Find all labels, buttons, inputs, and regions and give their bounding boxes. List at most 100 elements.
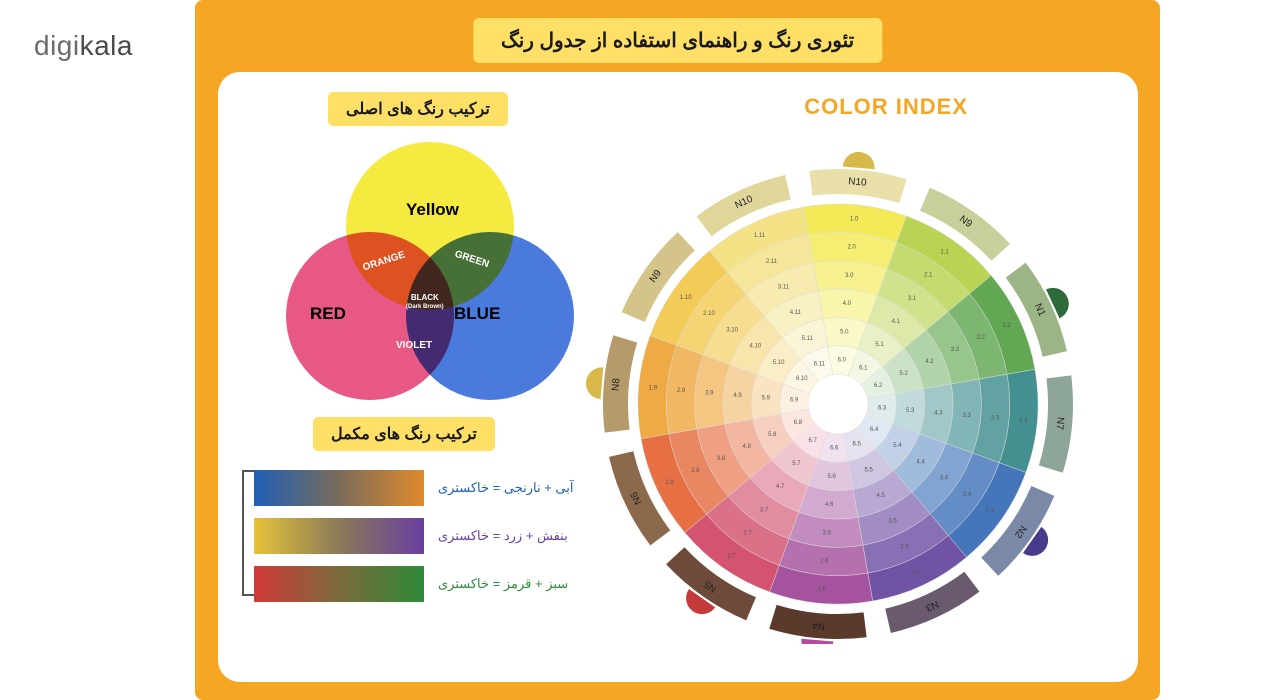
svg-text:1.4: 1.4 <box>986 508 995 514</box>
svg-text:N4: N4 <box>811 619 825 631</box>
svg-text:4.2: 4.2 <box>925 359 934 365</box>
svg-text:6.11: 6.11 <box>814 362 826 368</box>
svg-text:3.0: 3.0 <box>845 273 854 279</box>
svg-text:5.8: 5.8 <box>768 432 777 438</box>
svg-text:3.2: 3.2 <box>951 347 960 353</box>
main-title-banner: تئوری رنگ و راهنمای استفاده از جدول رنگ <box>473 18 882 63</box>
svg-text:1.10: 1.10 <box>680 295 692 301</box>
svg-text:3.8: 3.8 <box>717 456 726 462</box>
svg-text:1.8: 1.8 <box>665 480 674 486</box>
svg-text:3.7: 3.7 <box>760 507 769 513</box>
svg-text:3.5: 3.5 <box>888 519 897 525</box>
svg-text:3.1: 3.1 <box>908 296 917 302</box>
svg-text:5.11: 5.11 <box>802 336 814 342</box>
svg-text:5.5: 5.5 <box>864 467 873 473</box>
venn-label-yellow: Yellow <box>406 200 459 220</box>
svg-text:2.5: 2.5 <box>900 544 909 550</box>
comp-row: سبز + قرمز = خاکستری <box>254 566 634 602</box>
logo-part2: kala <box>80 30 133 61</box>
svg-text:2.4: 2.4 <box>963 492 972 498</box>
svg-text:6.0: 6.0 <box>838 358 847 364</box>
logo-part1: digi <box>34 30 80 61</box>
svg-text:2.1: 2.1 <box>924 273 933 279</box>
brand-logo: digikala <box>34 30 133 62</box>
svg-text:6.3: 6.3 <box>878 405 887 411</box>
venn-label-red: RED <box>310 304 346 324</box>
svg-text:3.4: 3.4 <box>940 476 949 482</box>
svg-text:6.4: 6.4 <box>870 427 879 433</box>
venn-label-black: BLACK (Dark Brown) <box>406 294 444 310</box>
svg-text:6.5: 6.5 <box>852 442 861 448</box>
svg-text:6.6: 6.6 <box>830 446 839 452</box>
primary-venn-diagram: Yellow RED BLUE ORANGE GREEN VIOLET BLAC… <box>268 142 588 402</box>
svg-text:2.2: 2.2 <box>977 335 986 341</box>
svg-text:3.11: 3.11 <box>778 285 790 291</box>
svg-text:3.9: 3.9 <box>705 390 714 396</box>
svg-text:4.3: 4.3 <box>934 410 943 416</box>
svg-text:5.9: 5.9 <box>762 395 771 401</box>
comp-text: بنفش + زرد = خاکستری <box>438 528 568 544</box>
svg-text:1.11: 1.11 <box>754 233 766 239</box>
comp-text: سبز + قرمز = خاکستری <box>438 576 568 592</box>
svg-text:1.5: 1.5 <box>912 570 921 576</box>
svg-text:1.3: 1.3 <box>1019 418 1028 424</box>
svg-text:5.2: 5.2 <box>900 371 909 377</box>
svg-text:2.9: 2.9 <box>677 388 686 394</box>
svg-text:5.0: 5.0 <box>840 329 849 335</box>
comp-gradient-bar <box>254 518 424 554</box>
svg-text:N10: N10 <box>848 176 868 189</box>
svg-text:4.0: 4.0 <box>843 301 852 307</box>
svg-text:1.6: 1.6 <box>818 587 827 593</box>
svg-text:2.10: 2.10 <box>703 311 715 317</box>
svg-text:2.6: 2.6 <box>820 558 829 564</box>
complementary-bars: آبی + نارنجی = خاکستری بنفش + زرد = خاکس… <box>254 470 634 614</box>
svg-text:3.10: 3.10 <box>726 327 738 333</box>
comp-text: آبی + نارنجی = خاکستری <box>438 480 573 496</box>
svg-text:6.10: 6.10 <box>796 376 808 382</box>
svg-text:5.10: 5.10 <box>773 360 785 366</box>
primary-colors-badge: ترکیب رنگ های اصلی <box>328 92 508 126</box>
comp-row: بنفش + زرد = خاکستری <box>254 518 634 554</box>
svg-text:6.1: 6.1 <box>859 365 868 371</box>
svg-text:1.2: 1.2 <box>1002 323 1011 329</box>
svg-text:4.4: 4.4 <box>916 459 925 465</box>
svg-text:6.9: 6.9 <box>790 398 799 404</box>
svg-text:4.8: 4.8 <box>742 444 751 450</box>
svg-text:6.2: 6.2 <box>874 383 883 389</box>
svg-text:4.9: 4.9 <box>733 393 742 399</box>
svg-text:4.5: 4.5 <box>876 493 885 499</box>
venn-label-blue: BLUE <box>454 304 500 324</box>
svg-text:5.6: 5.6 <box>828 474 837 480</box>
svg-text:5.1: 5.1 <box>875 342 884 348</box>
svg-text:3.6: 3.6 <box>823 530 832 536</box>
svg-text:6.7: 6.7 <box>808 438 817 444</box>
svg-text:4.7: 4.7 <box>776 484 785 490</box>
comp-row: آبی + نارنجی = خاکستری <box>254 470 634 506</box>
svg-text:4.1: 4.1 <box>892 319 901 325</box>
svg-text:2.7: 2.7 <box>743 531 752 537</box>
svg-text:1.7: 1.7 <box>727 554 736 560</box>
venn-label-violet: VIOLET <box>396 340 432 351</box>
svg-text:2.8: 2.8 <box>691 468 700 474</box>
svg-text:4.10: 4.10 <box>750 344 762 350</box>
svg-text:2.11: 2.11 <box>766 259 778 265</box>
content-panel: ترکیب رنگ های اصلی COLOR INDEX Yellow RE… <box>218 72 1138 682</box>
color-index-wheel: 6.05.04.03.02.01.0N106.15.14.13.12.11.1N… <box>578 124 1098 644</box>
svg-text:5.3: 5.3 <box>906 408 915 414</box>
comp-gradient-bar <box>254 566 424 602</box>
svg-text:2.0: 2.0 <box>848 245 857 251</box>
svg-text:2.3: 2.3 <box>991 415 1000 421</box>
svg-text:N8: N8 <box>610 377 622 391</box>
svg-text:1.1: 1.1 <box>940 249 949 255</box>
svg-text:5.4: 5.4 <box>893 443 902 449</box>
svg-text:5.7: 5.7 <box>792 461 801 467</box>
comp-gradient-bar <box>254 470 424 506</box>
color-wheel-svg: 6.05.04.03.02.01.0N106.15.14.13.12.11.1N… <box>578 124 1098 644</box>
svg-text:1.9: 1.9 <box>649 385 658 391</box>
svg-text:6.8: 6.8 <box>794 420 803 426</box>
svg-text:N7: N7 <box>1053 417 1065 431</box>
complementary-colors-badge: ترکیب رنگ های مکمل <box>313 417 495 451</box>
svg-text:4.6: 4.6 <box>825 502 834 508</box>
svg-text:3.3: 3.3 <box>963 413 972 419</box>
svg-text:4.11: 4.11 <box>790 310 802 316</box>
